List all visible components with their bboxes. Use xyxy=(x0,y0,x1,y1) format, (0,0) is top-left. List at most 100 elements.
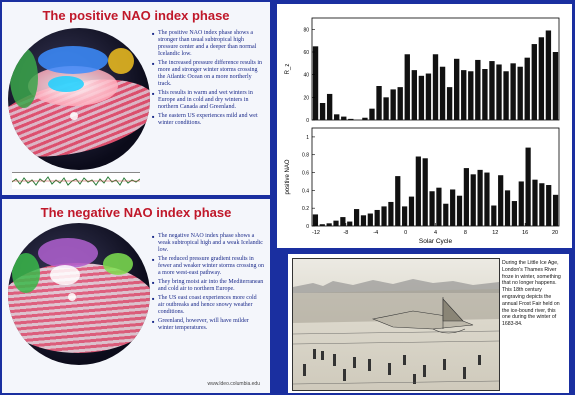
positive-nao-bullets: The positive NAO index phase shows a str… xyxy=(152,30,264,129)
bullet: The eastern US experiences mild and wet … xyxy=(152,113,264,127)
bar xyxy=(411,70,418,120)
bar xyxy=(374,209,380,226)
bar xyxy=(362,117,368,120)
x-tick-label: 20 xyxy=(552,230,558,236)
bar xyxy=(333,220,339,226)
bar xyxy=(532,179,538,226)
bar xyxy=(552,52,559,120)
y-tick-label: 40 xyxy=(303,73,309,79)
bullet: The reduced pressure gradient results in… xyxy=(152,256,264,277)
bullet: The increased pressure difference result… xyxy=(152,60,264,88)
bar xyxy=(468,71,474,120)
y-tick-label: 0.2 xyxy=(302,206,309,212)
bar xyxy=(546,185,552,226)
y-tick-label: 20 xyxy=(303,95,309,101)
frost-fair-panel: During the Little Ice Age, London's Tham… xyxy=(288,254,569,393)
frost-fair-engraving-image xyxy=(292,258,500,391)
bar xyxy=(517,66,523,120)
bar xyxy=(348,118,354,120)
bar xyxy=(397,87,403,120)
x-tick-label: 8 xyxy=(464,230,467,236)
y-tick-label: 0 xyxy=(306,118,309,124)
bar xyxy=(484,172,490,226)
bar xyxy=(491,205,497,226)
bar xyxy=(436,187,442,226)
y-tick-label: 0.6 xyxy=(302,171,309,177)
negative-nao-bullets: The negative NAO index phase shows a wea… xyxy=(152,233,264,334)
bar xyxy=(402,206,408,226)
bar xyxy=(531,44,537,120)
bar xyxy=(552,194,559,226)
bar xyxy=(415,156,421,226)
bar xyxy=(347,221,353,226)
bar xyxy=(470,174,476,226)
x-tick-label: -12 xyxy=(312,230,320,236)
bar xyxy=(538,37,545,120)
bar xyxy=(319,103,326,120)
bar xyxy=(408,196,415,226)
bar xyxy=(443,203,449,226)
bar xyxy=(383,97,389,120)
positive-nao-title: The positive NAO index phase xyxy=(42,8,230,23)
bar xyxy=(376,86,382,120)
bar xyxy=(319,224,325,226)
bar xyxy=(381,206,387,226)
bar xyxy=(353,209,360,226)
bar xyxy=(477,169,483,226)
bar xyxy=(432,54,439,120)
negative-nao-globe-image xyxy=(8,223,150,365)
y-tick-label: 60 xyxy=(303,50,309,56)
bar xyxy=(511,201,518,226)
bar xyxy=(367,213,373,226)
bar xyxy=(418,75,425,120)
bar xyxy=(510,63,516,120)
bar xyxy=(326,223,332,226)
bar xyxy=(524,57,530,120)
bar xyxy=(456,195,463,226)
bullet: The positive NAO index phase shows a str… xyxy=(152,30,264,58)
bar xyxy=(475,59,481,120)
bar xyxy=(422,158,428,226)
solar-cycle-charts: 0 20 40 60 80 R_z 0 0.2 0.4 0.6 0.8 1 positive NAO -1… xyxy=(277,4,572,248)
bar xyxy=(518,181,524,226)
bullet: The negative NAO index phase shows a wea… xyxy=(152,233,264,254)
positive-nao-slide: The positive NAO index phase The positiv… xyxy=(2,2,270,195)
bar xyxy=(341,116,347,120)
bar xyxy=(360,215,367,226)
x-tick-label: 12 xyxy=(492,230,498,236)
y-tick-label: 0.8 xyxy=(302,153,309,159)
bar xyxy=(334,114,340,120)
bar xyxy=(496,64,502,120)
bar xyxy=(489,61,495,120)
bar xyxy=(498,175,504,226)
bar xyxy=(326,93,333,120)
bullet: They bring moist air into the Mediterran… xyxy=(152,279,264,293)
bar xyxy=(404,54,410,120)
bullet: The US east coast experiences more cold … xyxy=(152,295,264,316)
bar xyxy=(450,189,456,226)
y-tick-label: 0.4 xyxy=(302,188,309,194)
bar xyxy=(429,191,435,226)
positive-nao-timeseries xyxy=(11,172,141,189)
y-axis-label: R_z xyxy=(285,64,291,75)
bar xyxy=(388,201,394,226)
bar xyxy=(453,58,460,120)
source-credit: www.ldeo.columbia.edu xyxy=(207,381,260,387)
bar xyxy=(390,89,396,120)
x-axis-label: Solar Cycle xyxy=(419,238,453,245)
bar xyxy=(340,217,346,226)
x-tick-label: -8 xyxy=(343,230,348,236)
bullet: Greenland, however, will have milder win… xyxy=(152,318,264,332)
x-tick-label: -4 xyxy=(373,230,378,236)
bar xyxy=(461,70,467,120)
bar xyxy=(539,183,545,226)
positive-nao-globe-image xyxy=(8,28,150,170)
y-tick-label: 80 xyxy=(303,27,309,33)
bar xyxy=(425,73,432,120)
bar xyxy=(482,69,488,120)
bar xyxy=(525,147,531,226)
bullet: This results in warm and wet winters in … xyxy=(152,90,264,111)
negative-nao-title: The negative NAO index phase xyxy=(40,205,232,220)
bar xyxy=(545,30,552,120)
